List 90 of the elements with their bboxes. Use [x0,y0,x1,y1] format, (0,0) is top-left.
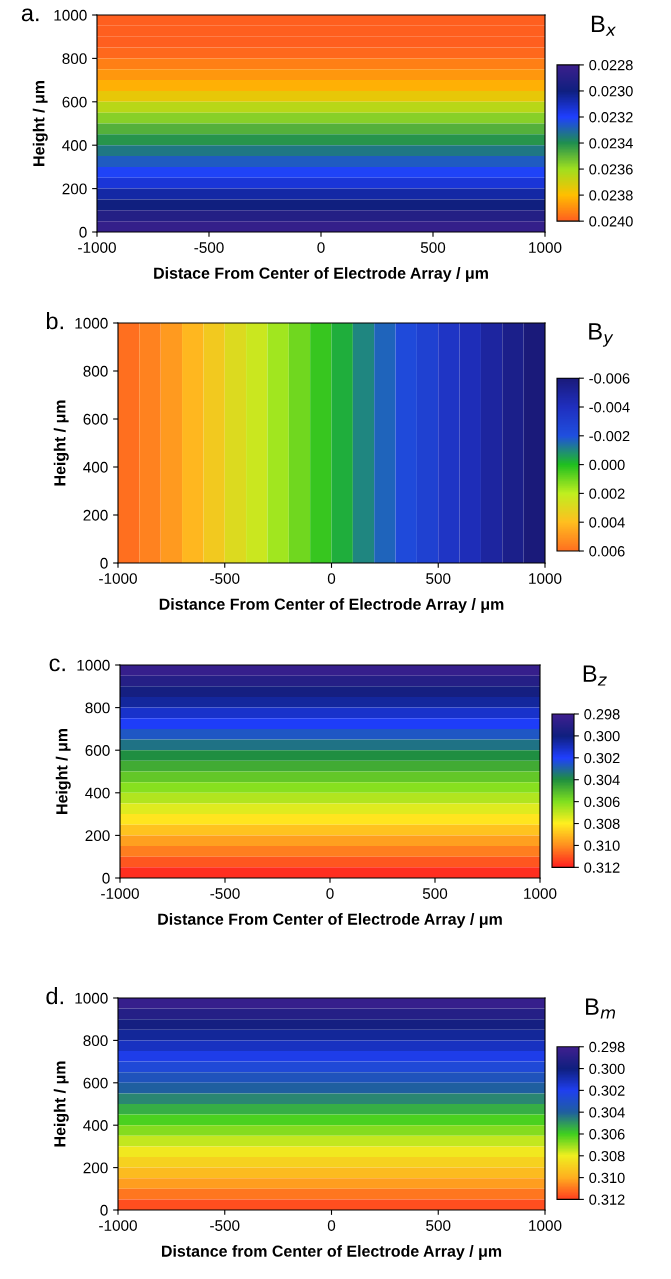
color-bar-label: 0.300 [589,1063,625,1074]
x-tick-label: -500 [210,888,240,899]
color-bar-label: -0.002 [589,430,630,442]
y-tick-label: 800 [83,1035,108,1047]
color-bar-title: B$_{m}$ [586,998,616,1019]
color-bar-label: 0.0240 [589,216,633,227]
color-bar-label: 0.298 [584,709,620,720]
x-tick-label: 0 [327,573,336,584]
color-bar-label: 0.310 [589,1172,625,1184]
x-tick-label: 500 [420,242,446,253]
color-bar-label: 0.0228 [589,60,633,71]
x-tick-label: 1000 [529,573,562,584]
y-tick-label: 400 [85,787,110,799]
y-tick-label: 200 [83,1162,108,1174]
color-bar-title: B$_{z}$ [583,665,607,686]
color-bar-label: 0.0232 [589,112,633,123]
color-bar-label: 0.302 [584,752,620,764]
x-tick-label: -1000 [99,1220,137,1231]
y-tick-label: 600 [62,96,87,108]
color-bar-label: 0.0236 [589,164,633,175]
color-bar-title: B$_{x}$ [591,15,616,36]
y-axis-title: Height / μm [32,81,48,166]
color-bar-label: 0.0238 [589,190,633,201]
y-tick-label: 600 [85,745,110,756]
color-bar-label: 0.308 [584,818,620,829]
x-axis-title: Distace From Center of Electrode Array / μm [154,267,488,282]
chart-title: d. [46,986,63,1005]
chart-title: b. [46,312,63,330]
x-tick-label: 0 [317,242,325,253]
y-axis-title: Height / μm [53,400,69,486]
x-tick-label: 0 [326,888,334,899]
chart-title: a. [21,8,39,22]
color-bar-label: 0.0230 [589,86,633,97]
y-axis-title: Height / μm [53,1061,69,1147]
color-bar-label: 0.298 [589,1041,625,1053]
color-bar-label: 0.310 [584,840,620,851]
x-tick-label: -1000 [101,888,139,899]
y-tick-label: 1000 [54,9,87,21]
color-bar-title: B$_{y}$ [589,323,614,347]
y-tick-label: 200 [62,183,87,195]
color-bar-label: 0.300 [584,731,620,742]
y-tick-label: 400 [83,461,108,473]
color-bar-label: 0.308 [589,1150,625,1162]
x-axis-title: Distance From Center of Electrode Array / μm [159,598,504,613]
color-bar-label: -0.004 [589,402,630,413]
color-bar-label: 0.0234 [589,138,633,149]
y-tick-label: 800 [85,702,110,714]
y-tick-label: 0 [102,872,110,884]
x-tick-label: 1000 [524,888,557,899]
x-tick-label: -1000 [99,573,137,584]
y-tick-label: 400 [83,1120,108,1131]
color-bar-label: -0.006 [589,373,630,384]
x-tick-label: 0 [327,1220,336,1231]
x-tick-label: -500 [194,242,224,253]
x-tick-label: -1000 [78,242,116,253]
y-tick-label: 600 [83,1077,108,1089]
y-tick-label: 600 [83,413,108,425]
x-tick-label: 1000 [529,242,562,253]
x-axis-title: Distance from Center of Electrode Array / μm [162,1245,502,1260]
color-bar-label: 0.302 [589,1085,625,1096]
y-tick-label: 1000 [77,659,110,671]
y-axis-title: Height / μm [55,729,71,814]
color-bar-label: 0.304 [589,1107,625,1118]
y-tick-label: 1000 [75,992,108,1004]
y-tick-label: 200 [83,509,108,521]
x-axis-title: Distance From Center of Electrode Array / μm [158,913,502,928]
color-bar-label: 0.312 [584,862,620,873]
x-tick-label: 500 [426,573,451,584]
color-bar-label: 0.004 [589,517,625,528]
x-tick-label: 1000 [529,1220,562,1231]
color-bar-label: 0.006 [589,546,625,557]
x-tick-label: 500 [426,1220,451,1231]
y-tick-label: 200 [85,830,110,842]
color-bar-label: 0.304 [584,774,620,786]
color-bar-label: 0.312 [589,1194,625,1205]
y-tick-label: 800 [83,365,108,377]
color-bar-label: 0.306 [584,796,620,808]
color-bar-label: 0.306 [589,1129,625,1140]
chart-title: c. [49,658,65,672]
color-bar-label: 0.000 [589,459,625,471]
x-tick-label: 500 [422,888,448,899]
y-tick-label: 0 [79,226,87,238]
y-tick-label: 1000 [75,317,108,329]
x-tick-label: -500 [210,1220,240,1231]
x-tick-label: -500 [210,573,240,584]
y-tick-label: 800 [62,53,87,65]
color-bar-label: 0.002 [589,488,625,499]
y-tick-label: 0 [100,1204,108,1216]
y-tick-label: 400 [62,140,87,151]
y-tick-label: 0 [100,557,108,569]
